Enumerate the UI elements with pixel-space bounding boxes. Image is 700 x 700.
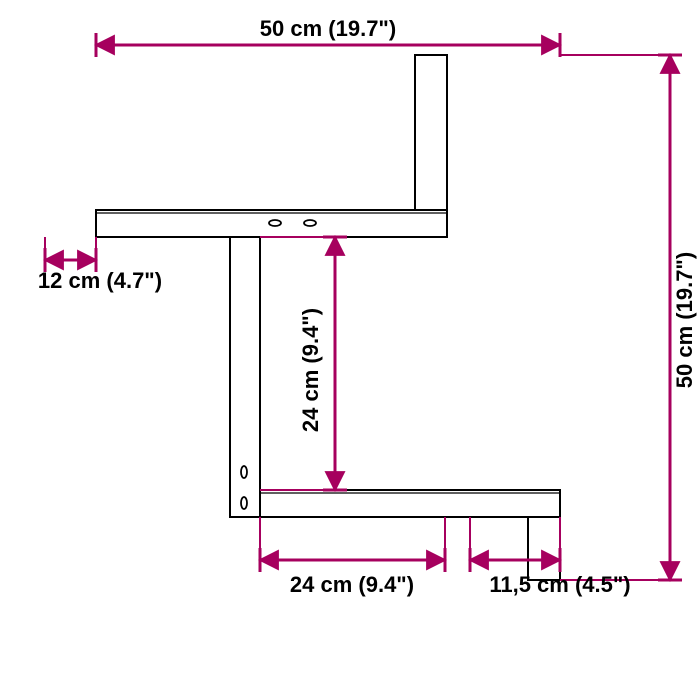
dim-label: 12 cm (4.7"): [38, 268, 162, 293]
dim-label: 50 cm (19.7"): [260, 16, 396, 41]
shelf-bot: [260, 490, 560, 517]
vert-right: [415, 55, 447, 210]
vert-mid: [230, 237, 260, 517]
dim-label: 50 cm (19.7"): [672, 252, 697, 388]
dim-label: 11,5 cm (4.5"): [489, 572, 630, 597]
dim-label: 24 cm (9.4"): [290, 572, 414, 597]
vert-bot-r: [528, 517, 560, 580]
dim-label: 24 cm (9.4"): [298, 308, 323, 432]
shelf-top: [96, 210, 447, 237]
dimension-diagram: 50 cm (19.7") 50 cm (19.7") 12 cm (4.7") 24…: [0, 0, 700, 700]
